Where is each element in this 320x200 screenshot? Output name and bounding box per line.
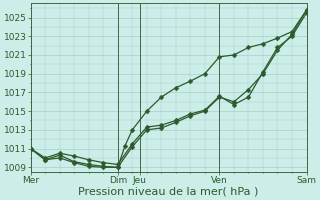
X-axis label: Pression niveau de la mer( hPa ): Pression niveau de la mer( hPa )	[78, 187, 259, 197]
